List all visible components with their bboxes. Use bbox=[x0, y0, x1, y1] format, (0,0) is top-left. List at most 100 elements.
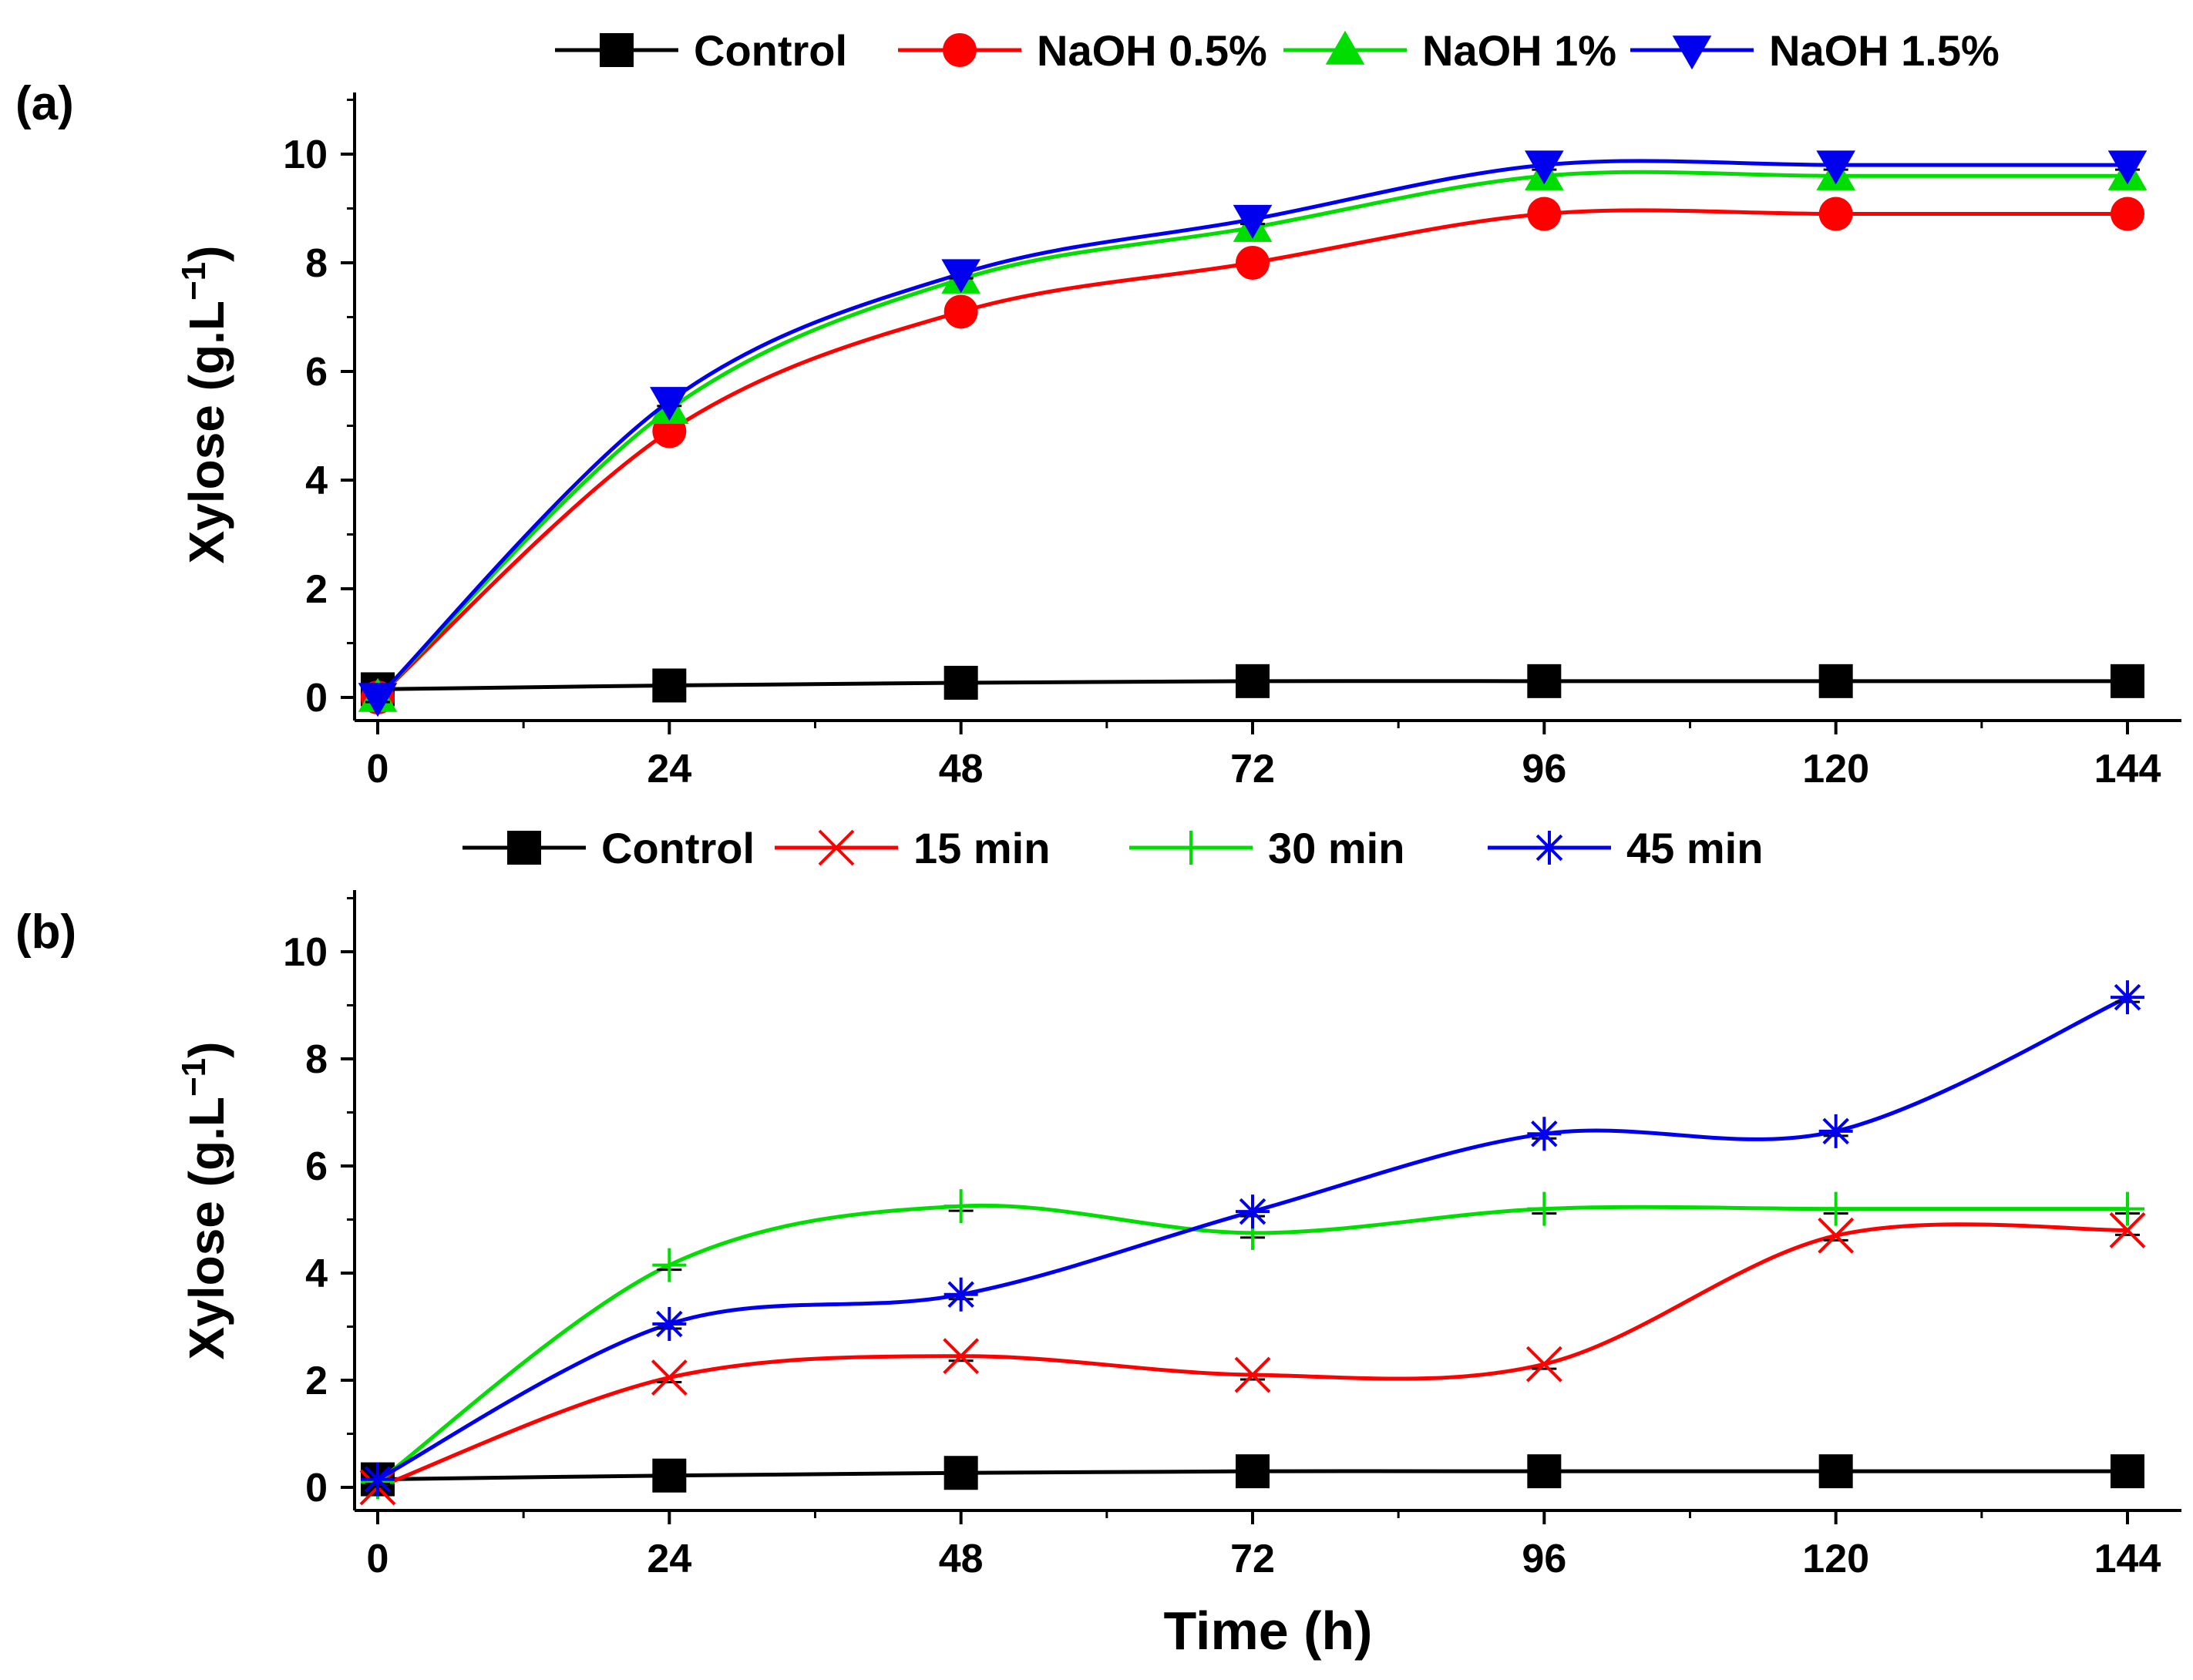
panel-a-x-tick-label: 120 bbox=[1802, 747, 1869, 791]
panel-b-data-point-15-min bbox=[1525, 1346, 1562, 1383]
panel-a-data-point-control bbox=[652, 668, 687, 703]
panel-b-y-tick-label: 0 bbox=[305, 1466, 328, 1510]
panel-a-y-tick-label: 8 bbox=[305, 241, 328, 286]
panel-b-y-axis-label: Xylose (g.L−1) bbox=[175, 1042, 234, 1360]
panel-b-legend-item-45-min: 45 min bbox=[1488, 824, 1763, 872]
panel-a-legend-item-naoh-1: NaOH 1% bbox=[1283, 26, 1616, 75]
panel-b-legend-label: 15 min bbox=[913, 824, 1050, 872]
panel-a-data-point-naoh-1-5 bbox=[1525, 150, 1564, 185]
panel-a-series-control bbox=[361, 664, 2144, 707]
panel-a-y-tick-label: 4 bbox=[305, 459, 328, 503]
panel-a-data-point-control bbox=[1527, 664, 1562, 698]
panel-b-series-line-15-min bbox=[377, 1222, 2128, 1490]
panel-b-data-point-45-min bbox=[943, 1277, 978, 1312]
panel-b-data-point-45-min bbox=[1236, 1194, 1270, 1229]
panel-b-x-tick-label: 0 bbox=[367, 1537, 389, 1581]
panel-a: (a) Control NaOH 0.5% NaOH 1% NaOH 1.5% Xyl… bbox=[15, 26, 2181, 791]
panel-a-legend-label: NaOH 0.5% bbox=[1037, 26, 1267, 75]
panel-a-y-tick-label: 10 bbox=[283, 133, 328, 177]
panel-a-data-point-naoh-0-5 bbox=[943, 294, 978, 329]
x-axis-label: Time (h) bbox=[1164, 1601, 1373, 1661]
panel-a-x-tick-label: 0 bbox=[367, 747, 389, 791]
panel-b-label: (b) bbox=[15, 906, 76, 959]
panel-b-data-point-30-min bbox=[1818, 1191, 1853, 1226]
panel-b-data-point-30-min bbox=[1527, 1191, 1562, 1226]
panel-a-y-tick-label: 0 bbox=[305, 676, 328, 721]
panel-b-x-tick-label: 96 bbox=[1522, 1537, 1566, 1581]
panel-b-data-point-15-min bbox=[1234, 1356, 1271, 1393]
panel-a-legend-label: NaOH 1% bbox=[1422, 26, 1616, 75]
panel-a-legend-marker bbox=[600, 33, 634, 67]
panel-a-data-point-naoh-1-5 bbox=[941, 259, 980, 294]
panel-b-data-point-control bbox=[1818, 1454, 1853, 1489]
panel-b-data-point-45-min bbox=[361, 1462, 395, 1497]
panel-a-data-point-naoh-1-5 bbox=[1816, 150, 1855, 185]
panel-a-data-point-naoh-0-5 bbox=[1236, 246, 1270, 280]
panel-a-data-point-naoh-0-5 bbox=[1818, 197, 1853, 231]
panel-b-data-point-30-min bbox=[2111, 1191, 2144, 1226]
panel-b-data-point-15-min bbox=[1818, 1217, 1855, 1254]
panel-a-legend-item-control: Control bbox=[555, 26, 847, 75]
panel-a-x-tick-label: 48 bbox=[939, 747, 984, 791]
panel-a-data-point-naoh-1-5 bbox=[2107, 150, 2148, 185]
panel-b-data-point-15-min bbox=[943, 1338, 980, 1375]
panel-b-legend-label: 30 min bbox=[1268, 824, 1404, 872]
panel-b-legend-marker bbox=[507, 831, 541, 865]
panel-a-y-tick-label: 2 bbox=[305, 567, 328, 612]
panel-a-legend-label: Control bbox=[694, 26, 847, 75]
panel-a-data-point-naoh-1-5 bbox=[358, 683, 398, 717]
panel-a-legend-marker bbox=[943, 33, 977, 67]
panel-b-y-tick-label: 10 bbox=[283, 930, 328, 975]
panel-b-y-tick-label: 2 bbox=[305, 1359, 328, 1403]
panel-b-legend-item-control: Control bbox=[462, 824, 755, 872]
panel-b-x-tick-label: 72 bbox=[1230, 1537, 1275, 1581]
panel-b-data-point-control bbox=[652, 1458, 687, 1493]
panel-a-data-point-control bbox=[1818, 664, 1853, 698]
panel-a-data-point-control bbox=[943, 665, 978, 700]
panel-a-x-tick-label: 72 bbox=[1230, 747, 1275, 791]
panel-b-data-point-control bbox=[2111, 1454, 2144, 1489]
panel-a-data-point-naoh-1-5 bbox=[1233, 204, 1273, 239]
panel-b-x-tick-label: 48 bbox=[939, 1537, 984, 1581]
panel-b-data-point-30-min bbox=[652, 1248, 687, 1282]
panel-b-legend-label: 45 min bbox=[1626, 824, 1763, 872]
panel-a-legend-item-naoh-0-5: NaOH 0.5% bbox=[898, 26, 1267, 75]
panel-b-x-tick-label: 120 bbox=[1802, 1537, 1869, 1581]
panel-b-legend-item-30-min: 30 min bbox=[1129, 824, 1404, 872]
panel-b-data-point-45-min bbox=[652, 1307, 687, 1342]
panel-b-legend-label: Control bbox=[601, 824, 755, 872]
panel-b-series-30-min bbox=[361, 1189, 2144, 1500]
panel-a-legend-label: NaOH 1.5% bbox=[1769, 26, 2000, 75]
panel-b-y-tick-label: 4 bbox=[305, 1252, 328, 1296]
panel-b-series-15-min bbox=[359, 1211, 2146, 1506]
panel-b-y-tick-label: 8 bbox=[305, 1037, 328, 1082]
panel-b-legend: Control 15 min 30 min 45 min bbox=[462, 824, 1763, 872]
panel-b-legend-marker bbox=[1174, 831, 1208, 865]
panel-b-data-point-45-min bbox=[1527, 1117, 1562, 1151]
panel-b-data-point-15-min bbox=[651, 1359, 688, 1396]
panel-b-legend-item-15-min: 15 min bbox=[775, 824, 1050, 872]
panel-b-data-point-45-min bbox=[2111, 980, 2144, 1015]
panel-b-legend-marker bbox=[818, 829, 855, 866]
panel-b-legend-marker bbox=[1532, 831, 1566, 865]
panel-b-data-point-15-min bbox=[2109, 1211, 2146, 1248]
panel-a-legend-marker bbox=[1672, 35, 1712, 70]
panel-a-y-tick-label: 6 bbox=[305, 350, 328, 395]
panel-b-x-tick-label: 144 bbox=[2094, 1537, 2161, 1581]
panel-b-data-point-control bbox=[1527, 1454, 1562, 1489]
panel-a-x-tick-label: 96 bbox=[1522, 747, 1566, 791]
panel-b-data-point-30-min bbox=[943, 1189, 978, 1224]
panel-b-series-control bbox=[361, 1454, 2144, 1497]
panel-a-legend-marker bbox=[1325, 30, 1365, 65]
panel-b-series-45-min bbox=[361, 980, 2144, 1497]
panel-b-data-point-45-min bbox=[1818, 1114, 1853, 1148]
panel-b-x-tick-label: 24 bbox=[647, 1537, 691, 1581]
panel-a-series-naoh-1-5 bbox=[358, 150, 2148, 717]
panel-a-data-point-control bbox=[1236, 664, 1270, 698]
panel-a-data-point-naoh-0-5 bbox=[1527, 197, 1562, 231]
panel-b-y-tick-label: 6 bbox=[305, 1144, 328, 1189]
panel-a-legend: Control NaOH 0.5% NaOH 1% NaOH 1.5% bbox=[555, 26, 2000, 75]
panel-a-data-point-control bbox=[2111, 664, 2144, 698]
